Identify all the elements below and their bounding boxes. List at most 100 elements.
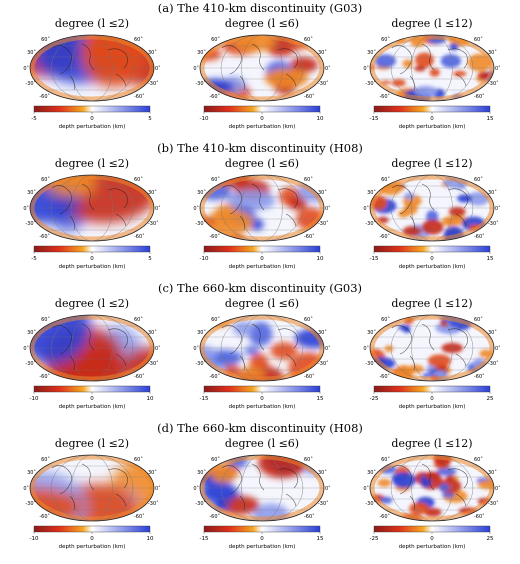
latitude-label: 60˚ [381, 36, 390, 43]
shallow-anomaly [391, 79, 406, 87]
colorbar-tick-label: -15 [200, 536, 209, 542]
degree-label: degree (l ≤6) [224, 437, 300, 450]
coastline [221, 183, 298, 231]
latitude-label: -30˚ [25, 500, 36, 507]
deep-anomaly [436, 467, 457, 476]
deep-anomaly [457, 194, 473, 203]
colorbar-tick-label: -5 [31, 256, 37, 262]
latitude-label: 30˚ [148, 189, 157, 196]
latitude-label: -30˚ [25, 80, 36, 87]
colorbar-tick-label: -15 [200, 396, 209, 402]
latitude-label: 60˚ [134, 456, 143, 463]
map-panel: 60˚ 60˚30˚ 30˚0˚ 0˚-30˚ -30˚-60˚ -60˚-10 0 10de… [23, 314, 161, 410]
map-panel: 60˚ 60˚30˚ 30˚0˚ 0˚-30˚ -30˚-60˚ -60˚-5 0 5dept… [23, 174, 161, 270]
latitude-label: 60˚ [134, 36, 143, 43]
latitude-label: 60˚ [381, 456, 390, 463]
shallow-anomaly [427, 354, 452, 368]
latitude-label: 30˚ [148, 329, 157, 336]
latitude-label: -30˚ [318, 80, 329, 87]
latitude-label: 60˚ [304, 456, 313, 463]
shallow-anomaly [421, 219, 444, 235]
map-panel: 60˚ 60˚30˚ 30˚0˚ 0˚-30˚ -30˚-60˚ -60˚-25 0 25de… [363, 454, 501, 550]
map-container: 60˚ 60˚ 30˚ 30˚ 0˚ 0˚ -30˚ -30˚ -60˚ -60˚ -25 0 25 de… [352, 450, 512, 560]
colorbar-tick-label: 10 [147, 536, 154, 542]
coastline [391, 463, 468, 511]
latitude-label: 0˚ [325, 205, 331, 212]
latitude-label: 0˚ [495, 65, 501, 72]
latitude-label: -60˚ [134, 373, 145, 380]
map-panel: 60˚ 60˚30˚ 30˚0˚ 0˚-30˚ -30˚-60˚ -60˚-10 0 10de… [193, 34, 331, 130]
latitude-label: 0˚ [325, 65, 331, 72]
colorbar [33, 245, 151, 253]
coastline [51, 463, 128, 511]
shallow-anomaly [402, 59, 414, 68]
latitude-label: -30˚ [148, 500, 159, 507]
latitude-label: -60˚ [209, 93, 220, 100]
shallow-anomaly [270, 342, 298, 360]
latitude-label: -30˚ [318, 360, 329, 367]
colorbar [373, 245, 491, 253]
latitude-label: 60˚ [41, 36, 50, 43]
latitude-label: 30˚ [367, 49, 376, 56]
colorbar-tick-label: 0 [260, 396, 264, 402]
colorbar-tick-label: -15 [370, 256, 379, 262]
latitude-label: 60˚ [134, 316, 143, 323]
map-panel: 60˚ 60˚30˚ 30˚0˚ 0˚-30˚ -30˚-60˚ -60˚-5 0 5dept… [23, 34, 161, 130]
latitude-label: 0˚ [495, 485, 501, 492]
colorbar-tick-label: 10 [317, 256, 324, 262]
latitude-label: 0˚ [155, 205, 161, 212]
latitude-label: -30˚ [25, 360, 36, 367]
map-container: 60˚ 60˚ 30˚ 30˚ 0˚ 0˚ -30˚ -30˚ -60˚ -60˚ -10 0 10 de… [182, 30, 342, 140]
latitude-label: -60˚ [379, 373, 390, 380]
latitude-label: 60˚ [41, 176, 50, 183]
map-panel: 60˚ 60˚30˚ 30˚0˚ 0˚-30˚ -30˚-60˚ -60˚-15 0 15de… [363, 34, 501, 130]
latitude-label: 60˚ [304, 36, 313, 43]
shallow-anomaly [377, 478, 392, 487]
latitude-label: -30˚ [318, 500, 329, 507]
latitude-label: -30˚ [195, 500, 206, 507]
colorbar-tick-label: 15 [317, 536, 324, 542]
row-title: (c) The 660-km discontinuity (G03) [157, 281, 363, 295]
row-title: (a) The 410-km discontinuity (G03) [157, 1, 363, 15]
colorbar-tick-label: 25 [487, 536, 494, 542]
latitude-label: 30˚ [488, 469, 497, 476]
colorbar-tick-label: 0 [430, 256, 434, 262]
shallow-anomaly [424, 471, 441, 480]
latitude-label: -30˚ [148, 360, 159, 367]
latitude-label: 0˚ [193, 205, 199, 212]
colorbar-label: depth perturbation (km) [399, 124, 466, 130]
colorbar-tick-label: 0 [90, 396, 94, 402]
shallow-anomaly [415, 52, 434, 68]
colorbar-label: depth perturbation (km) [59, 124, 126, 130]
latitude-label: -30˚ [195, 360, 206, 367]
latitude-label: 60˚ [304, 316, 313, 323]
colorbar-tick-label: -25 [370, 396, 379, 402]
colorbar-label: depth perturbation (km) [399, 264, 466, 270]
latitude-label: -30˚ [195, 80, 206, 87]
shallow-anomaly [233, 35, 276, 53]
latitude-label: -60˚ [39, 93, 50, 100]
latitude-label: -60˚ [474, 513, 485, 520]
deep-anomaly [233, 321, 254, 337]
map-container: 60˚ 60˚ 30˚ 30˚ 0˚ 0˚ -30˚ -30˚ -60˚ -60˚ -15 0 15 de… [352, 30, 512, 140]
latitude-label: -60˚ [474, 93, 485, 100]
degree-label: degree (l ≤12) [391, 17, 473, 30]
coastline [51, 43, 128, 91]
latitude-label: 30˚ [367, 329, 376, 336]
shallow-anomaly [429, 68, 440, 77]
degree-label: degree (l ≤12) [391, 437, 473, 450]
map-container: 60˚ 60˚ 30˚ 30˚ 0˚ 0˚ -30˚ -30˚ -60˚ -60˚ -10 0 10 de… [12, 450, 172, 560]
colorbar-tick-label: 0 [430, 536, 434, 542]
latitude-label: -30˚ [488, 500, 499, 507]
deep-anomaly [252, 503, 289, 521]
map-panel: 60˚ 60˚30˚ 30˚0˚ 0˚-30˚ -30˚-60˚ -60˚-15 0 15de… [193, 314, 331, 410]
latitude-label: 30˚ [197, 469, 206, 476]
latitude-label: 60˚ [381, 176, 390, 183]
colorbar [373, 525, 491, 533]
latitude-label: 30˚ [148, 49, 157, 56]
colorbar-label: depth perturbation (km) [59, 264, 126, 270]
latitude-label: 60˚ [134, 176, 143, 183]
deep-anomaly [374, 54, 396, 68]
deep-anomaly [370, 177, 381, 191]
latitude-label: 60˚ [381, 316, 390, 323]
